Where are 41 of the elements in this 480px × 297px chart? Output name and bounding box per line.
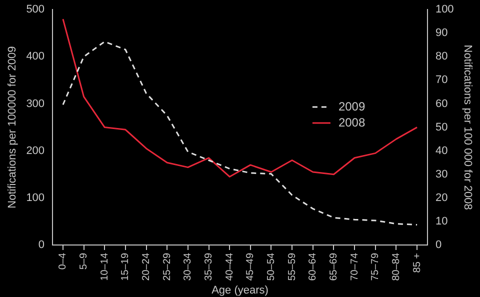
legend-label: 2009: [338, 99, 366, 114]
legend-label: 2008: [338, 115, 366, 130]
x-tick-label: 75–79: [370, 252, 382, 281]
y2-tick-label: 80: [435, 50, 448, 63]
y2-tick-label: 40: [435, 144, 448, 157]
y2-tick-label: 90: [435, 27, 448, 40]
y2-tick-label: 100: [435, 4, 454, 16]
y-axis-title: Notifications per 100000 for 2009: [6, 46, 19, 208]
x-tick-label: 85 +: [412, 252, 423, 273]
y2-tick-label: 20: [435, 192, 448, 204]
y2-tick-label: 70: [435, 74, 448, 86]
x-tick-label: 10–14: [99, 252, 110, 281]
y2-tick-label: 50: [435, 121, 448, 134]
x-tick-label: 5–9: [78, 252, 90, 270]
y2-tick-label: 10: [435, 215, 448, 228]
x-tick-label: 0–4: [58, 252, 69, 270]
y-tick-label: 400: [26, 50, 45, 63]
x-tick-label: 35–39: [204, 252, 215, 281]
x-tick-label: 55–59: [286, 252, 298, 281]
x-tick-label: 30–34: [182, 252, 194, 281]
x-tick-label: 65–69: [328, 252, 340, 281]
y2-axis-title: Notifications per 100 000 for 2008: [461, 44, 474, 210]
x-tick-label: 45–49: [245, 252, 256, 281]
x-tick-label: 50–54: [266, 252, 277, 281]
y-tick-label: 500: [26, 4, 45, 16]
y2-tick-label: 30: [435, 168, 448, 180]
y-tick-label: 100: [26, 192, 45, 204]
line-series: [62, 40, 418, 226]
x-tick-label: 20–24: [141, 252, 152, 281]
x-axis-title: Age (years): [212, 284, 268, 296]
y2-tick-label: 0: [435, 239, 442, 252]
x-tick-label: 25–29: [162, 252, 173, 281]
x-tick-label: 70–74: [349, 252, 360, 281]
y-tick-label: 0: [38, 239, 45, 252]
y-tick-label: 200: [26, 144, 45, 157]
x-tick-label: 40–44: [224, 252, 236, 281]
y-tick-label: 300: [26, 98, 45, 110]
x-tick-label: 80–84: [390, 252, 402, 281]
x-tick-label: 60–64: [308, 252, 319, 281]
y2-tick-label: 60: [435, 98, 448, 110]
x-tick-label: 15–19: [120, 252, 132, 281]
